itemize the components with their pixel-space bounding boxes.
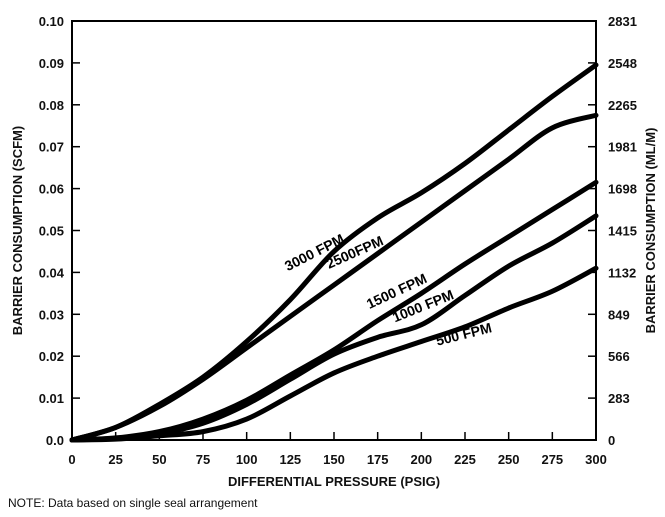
series-line-2500fpm bbox=[69, 112, 599, 443]
series-line-1500-fpm bbox=[69, 179, 599, 443]
plot-frame bbox=[71, 20, 597, 441]
y-tick-label: 0.07 bbox=[39, 140, 64, 155]
y2-tick-label: 1415 bbox=[608, 224, 637, 239]
y2-tick-label: 1981 bbox=[608, 140, 637, 155]
x-tick-label: 25 bbox=[108, 452, 122, 467]
y2-tick-label: 0 bbox=[608, 433, 615, 448]
chart-note: NOTE: Data based on single seal arrangem… bbox=[8, 496, 258, 510]
y2-tick-label: 2265 bbox=[608, 98, 637, 113]
x-tick-label: 250 bbox=[498, 452, 520, 467]
x-tick-label: 75 bbox=[196, 452, 210, 467]
series-layer bbox=[69, 62, 599, 443]
y-tick-label: 0.01 bbox=[39, 391, 64, 406]
series-line-500-fpm bbox=[69, 265, 599, 443]
y2-tick-label: 2548 bbox=[608, 56, 637, 71]
x-axis: 0 25 50 75 100 125 150 175 200 225 250 275 300 bbox=[68, 432, 607, 467]
x-tick-label: 150 bbox=[323, 452, 345, 467]
y2-tick-label: 849 bbox=[608, 307, 630, 322]
y2-tick-label: 1698 bbox=[608, 182, 637, 197]
x-tick-label: 175 bbox=[367, 452, 389, 467]
y-tick-label: 0.02 bbox=[39, 349, 64, 364]
y2-axis-title: BARRIER CONSUMPTION (ML/M) bbox=[643, 128, 658, 334]
x-axis-title: DIFFERENTIAL PRESSURE (PSIG) bbox=[228, 474, 440, 489]
y-tick-label: 0.04 bbox=[39, 265, 65, 280]
y-axis-left: 0.0 0.01 0.02 0.03 0.04 0.05 0.06 0.07 0.08 0.09 0… bbox=[39, 14, 596, 448]
y-tick-label: 0.10 bbox=[39, 14, 64, 29]
y2-tick-label: 566 bbox=[608, 349, 630, 364]
y2-tick-label: 283 bbox=[608, 391, 630, 406]
x-tick-label: 300 bbox=[585, 452, 607, 467]
y-tick-label: 0.05 bbox=[39, 224, 64, 239]
x-tick-label: 50 bbox=[152, 452, 166, 467]
y2-tick-label: 1132 bbox=[608, 265, 636, 280]
x-tick-label: 225 bbox=[454, 452, 476, 467]
y-tick-label: 0.06 bbox=[39, 182, 64, 197]
y-tick-label: 0.03 bbox=[39, 307, 64, 322]
x-tick-label: 275 bbox=[541, 452, 563, 467]
x-tick-label: 125 bbox=[279, 452, 301, 467]
series-label: 500 FPM bbox=[434, 319, 493, 348]
y-axis-right: 0 283 566 849 1132 1415 1698 1981 2265 2548 2831 bbox=[608, 14, 637, 448]
y2-tick-label: 2831 bbox=[608, 14, 637, 29]
x-tick-label: 200 bbox=[410, 452, 432, 467]
y-tick-label: 0.08 bbox=[39, 98, 64, 113]
y-axis-title: BARRIER CONSUMPTION (SCFM) bbox=[10, 126, 25, 335]
y-tick-label: 0.0 bbox=[46, 433, 64, 448]
x-tick-label: 100 bbox=[236, 452, 258, 467]
x-tick-label: 0 bbox=[68, 452, 75, 467]
y-tick-label: 0.09 bbox=[39, 56, 64, 71]
